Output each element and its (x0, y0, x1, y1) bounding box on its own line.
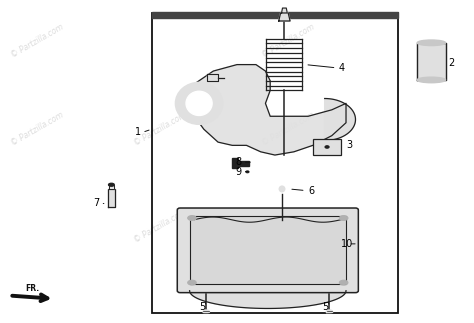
Text: FR.: FR. (25, 284, 39, 293)
Text: 6: 6 (308, 186, 314, 195)
Ellipse shape (186, 91, 212, 116)
Polygon shape (279, 13, 290, 21)
Text: 3: 3 (346, 141, 352, 150)
Ellipse shape (417, 77, 446, 83)
Bar (190, 216, 346, 284)
Text: © Partzilla.com: © Partzilla.com (133, 207, 188, 244)
Text: © Partzilla.com: © Partzilla.com (9, 23, 65, 60)
Polygon shape (417, 43, 446, 80)
Ellipse shape (326, 310, 333, 313)
Polygon shape (109, 185, 114, 189)
Polygon shape (235, 161, 249, 166)
Ellipse shape (246, 171, 249, 172)
Text: 5: 5 (199, 302, 205, 312)
Polygon shape (207, 74, 218, 81)
Text: © Partzilla.com: © Partzilla.com (261, 23, 316, 60)
Ellipse shape (203, 310, 210, 313)
Ellipse shape (109, 183, 114, 186)
Ellipse shape (417, 40, 446, 46)
Text: © Partzilla.com: © Partzilla.com (261, 110, 316, 147)
Ellipse shape (339, 216, 348, 221)
Text: 5: 5 (322, 302, 328, 312)
Polygon shape (282, 8, 287, 13)
Bar (313, 139, 341, 155)
Ellipse shape (325, 146, 329, 148)
Polygon shape (185, 65, 346, 155)
Text: 9: 9 (236, 167, 242, 177)
Text: © Partzilla.com: © Partzilla.com (9, 110, 65, 147)
Ellipse shape (188, 280, 196, 285)
Polygon shape (190, 291, 346, 308)
Text: 4: 4 (339, 63, 345, 73)
Polygon shape (108, 189, 115, 207)
Ellipse shape (175, 82, 223, 124)
Ellipse shape (279, 186, 285, 192)
Text: © Partzilla.com: © Partzilla.com (133, 110, 188, 147)
Polygon shape (325, 99, 356, 141)
Text: 8: 8 (236, 157, 242, 167)
Text: 2: 2 (448, 58, 454, 68)
Polygon shape (232, 158, 238, 168)
Text: 7: 7 (93, 199, 100, 208)
FancyBboxPatch shape (177, 208, 358, 293)
Bar (152, 13, 398, 313)
Text: 10: 10 (341, 239, 354, 249)
Polygon shape (152, 12, 398, 18)
Ellipse shape (339, 280, 348, 285)
Text: 1: 1 (135, 128, 141, 137)
Ellipse shape (188, 216, 196, 221)
